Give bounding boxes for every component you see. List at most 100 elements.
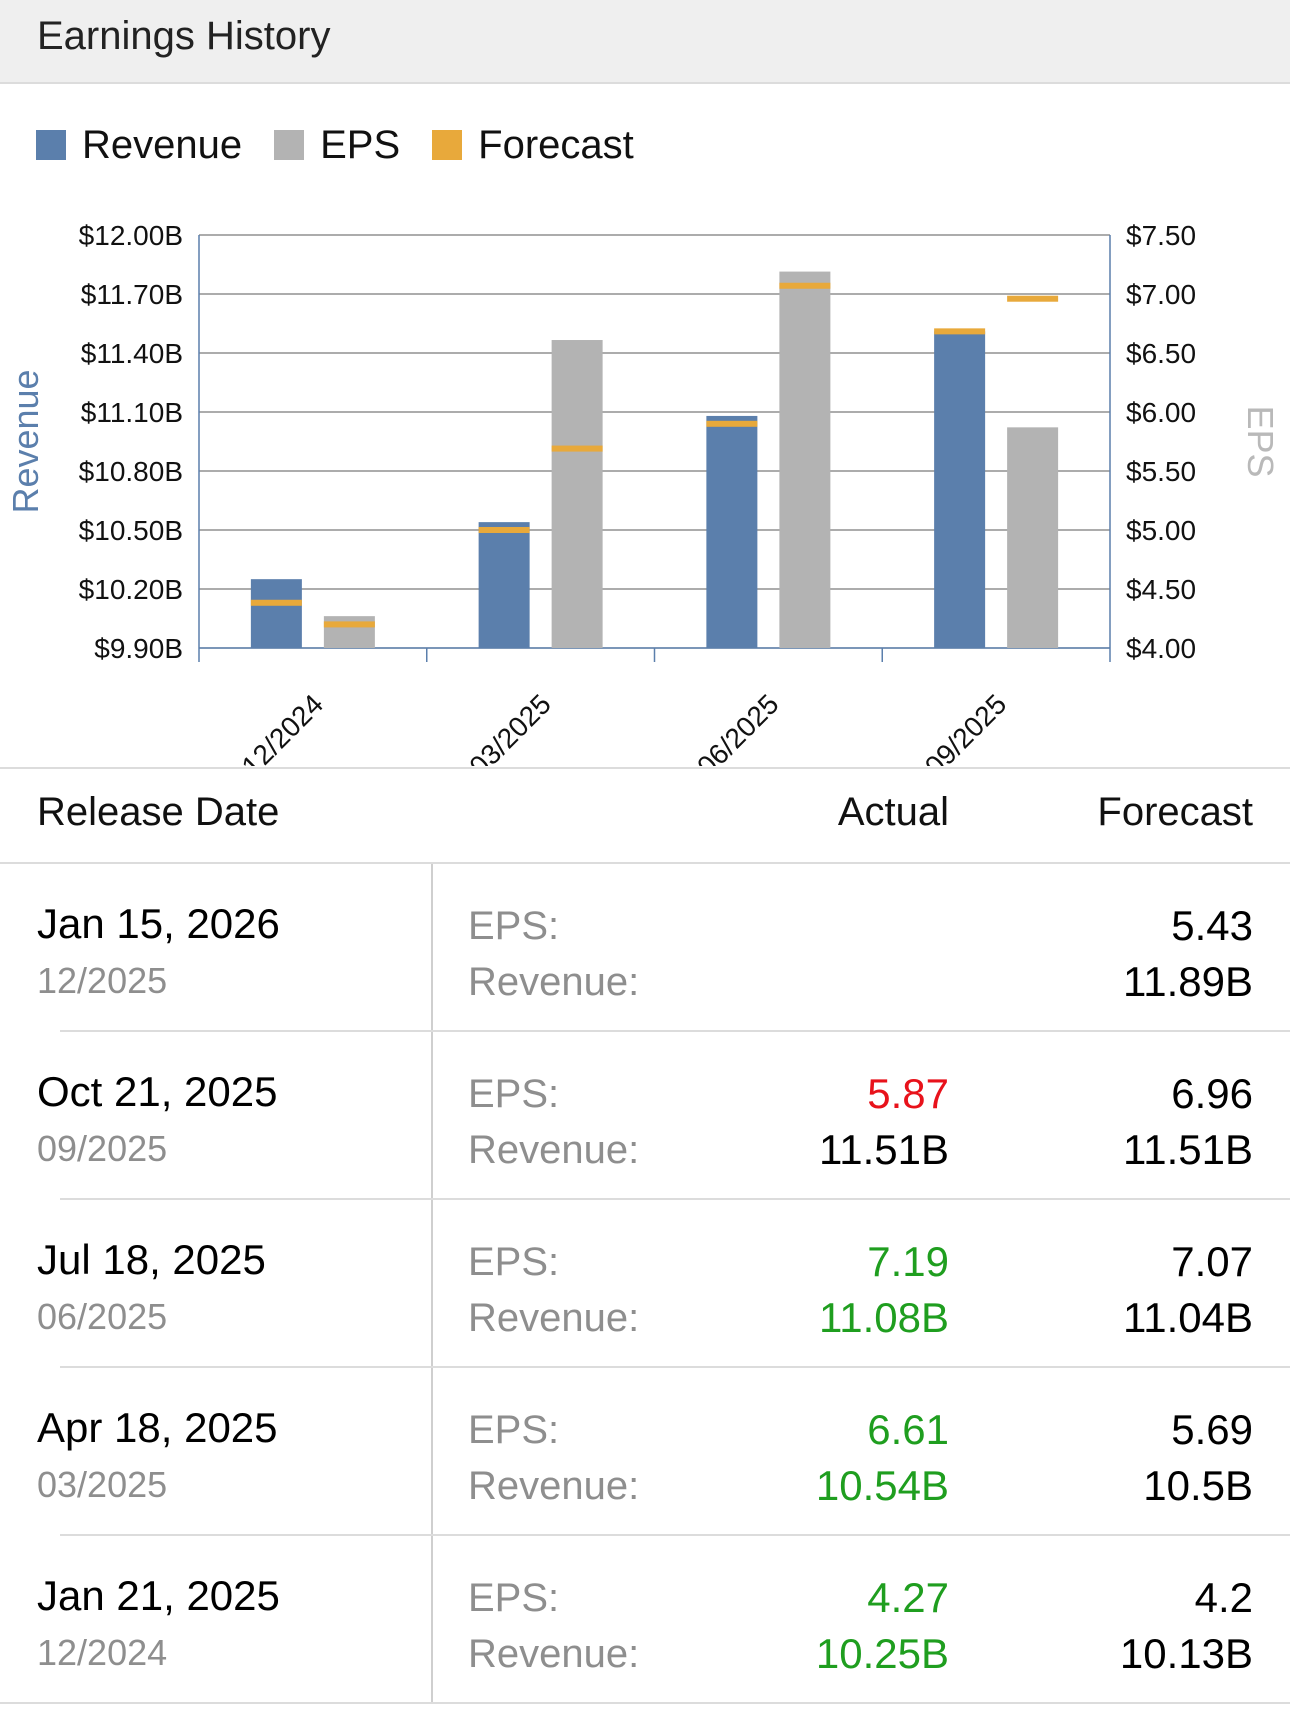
eps-bar	[323, 616, 375, 648]
x-category-label: 06/2025	[691, 688, 784, 766]
column-divider	[431, 1536, 433, 1704]
table-row[interactable]: Jan 21, 2025 12/2024 EPS: Revenue: 4.27 …	[0, 1536, 1290, 1704]
release-date: Jan 21, 2025	[37, 1572, 280, 1619]
release-date: Apr 18, 2025	[37, 1404, 278, 1451]
eps-label: EPS:	[468, 1240, 560, 1284]
eps-actual: 5.87	[867, 1070, 949, 1117]
revenue-forecast: 10.5B	[1143, 1462, 1253, 1509]
fiscal-period: 09/2025	[37, 1128, 168, 1169]
table-row[interactable]: Jan 15, 2026 12/2025 EPS: Revenue: 5.43 …	[0, 864, 1290, 1032]
release-date: Oct 21, 2025	[37, 1068, 278, 1115]
row-divider	[0, 1702, 1290, 1704]
eps-forecast-marker	[1007, 295, 1059, 302]
row-divider	[60, 1030, 1290, 1032]
legend-swatch-eps	[274, 130, 305, 160]
eps-forecast-marker	[551, 445, 603, 452]
y-left-tick-label: $11.40B	[81, 338, 183, 369]
table-header-divider	[0, 862, 1290, 864]
eps-forecast: 4.2	[1194, 1574, 1253, 1621]
section-header: Earnings History	[0, 0, 1290, 84]
x-category-label: 09/2025	[919, 688, 1012, 766]
y-right-tick-label: $7.50	[1126, 220, 1196, 251]
revenue-forecast: 11.51B	[1123, 1126, 1253, 1173]
revenue-forecast-marker	[250, 599, 302, 606]
y-right-tick-label: $5.00	[1126, 515, 1196, 546]
x-category-label: 03/2025	[463, 688, 556, 766]
table-row[interactable]: Jul 18, 2025 06/2025 EPS: Revenue: 7.19 …	[0, 1200, 1290, 1368]
earnings-table: Jan 15, 2026 12/2025 EPS: Revenue: 5.43 …	[0, 864, 1290, 1704]
legend-item-eps: EPS	[274, 123, 400, 168]
release-date: Jan 15, 2026	[37, 900, 280, 947]
revenue-actual: 10.54B	[815, 1462, 949, 1509]
revenue-label: Revenue:	[468, 1296, 640, 1340]
revenue-forecast: 11.89B	[1123, 958, 1253, 1005]
y-left-tick-label: $10.80B	[79, 456, 183, 487]
eps-bar	[1007, 427, 1059, 648]
revenue-label: Revenue:	[468, 1128, 640, 1172]
column-divider	[431, 1200, 433, 1368]
legend-item-forecast: Forecast	[432, 123, 634, 168]
eps-label: EPS:	[468, 904, 560, 948]
revenue-label: Revenue:	[468, 1632, 640, 1676]
eps-forecast: 5.69	[1171, 1406, 1253, 1453]
release-date: Jul 18, 2025	[37, 1236, 266, 1283]
eps-forecast: 5.43	[1171, 902, 1253, 949]
earnings-chart: $12.00B $11.70B $11.40B $11.10B $10.80B $10.5…	[0, 200, 1290, 766]
row-divider	[60, 1534, 1290, 1536]
y-axis-left-title: Revenue	[5, 369, 46, 513]
eps-actual: 4.27	[867, 1574, 949, 1621]
eps-bar	[779, 271, 831, 648]
y-right-tick-label: $6.50	[1126, 338, 1196, 369]
legend-swatch-revenue	[36, 130, 66, 160]
y-right-tick-label: $6.00	[1126, 397, 1196, 428]
revenue-forecast: 10.13B	[1119, 1630, 1253, 1677]
revenue-label: Revenue:	[468, 1464, 640, 1508]
y-left-tick-label: $11.10B	[81, 397, 183, 428]
legend-label-forecast: Forecast	[478, 122, 634, 167]
eps-forecast: 6.96	[1171, 1070, 1253, 1117]
row-divider	[60, 1198, 1290, 1200]
y-left-tick-label: $10.50B	[79, 515, 183, 546]
earnings-chart-svg: $12.00B $11.70B $11.40B $11.10B $10.80B $10.5…	[5, 220, 1281, 766]
table-row[interactable]: Apr 18, 2025 03/2025 EPS: Revenue: 6.61 …	[0, 1368, 1290, 1536]
y-left-tick-label: $11.70B	[81, 279, 183, 310]
legend-item-revenue: Revenue	[36, 123, 242, 168]
revenue-forecast-marker	[934, 328, 986, 335]
eps-actual: 6.61	[867, 1406, 949, 1453]
fiscal-period: 12/2025	[37, 960, 168, 1001]
eps-forecast-marker	[323, 621, 375, 628]
revenue-bar	[250, 579, 302, 648]
y-left-tick-label: $12.00B	[79, 220, 183, 251]
revenue-forecast-marker	[706, 420, 758, 427]
revenue-bar	[706, 415, 758, 648]
eps-label: EPS:	[468, 1576, 560, 1620]
eps-forecast-marker	[779, 282, 831, 289]
eps-label: EPS:	[468, 1408, 560, 1452]
column-divider	[431, 1032, 433, 1200]
revenue-label: Revenue:	[468, 960, 640, 1004]
y-axis-right-title: EPS	[1240, 405, 1281, 477]
revenue-forecast-marker	[478, 527, 530, 533]
column-header-release-date: Release Date	[37, 790, 280, 834]
y-left-tick-label: $9.90B	[94, 633, 183, 664]
eps-label: EPS:	[468, 1072, 560, 1116]
eps-forecast: 7.07	[1171, 1238, 1253, 1285]
y-right-tick-label: $7.00	[1126, 279, 1196, 310]
chart-divider	[0, 767, 1290, 769]
revenue-forecast: 11.04B	[1123, 1294, 1253, 1341]
table-row[interactable]: Oct 21, 2025 09/2025 EPS: Revenue: 5.87 …	[0, 1032, 1290, 1200]
eps-actual: 7.19	[867, 1238, 949, 1285]
column-header-actual: Actual	[837, 790, 949, 834]
y-right-tick-label: $5.50	[1126, 456, 1196, 487]
y-left-tick-label: $10.20B	[79, 574, 183, 605]
x-category-label: 12/2024	[236, 688, 329, 766]
column-divider	[431, 864, 433, 1032]
column-divider	[431, 1368, 433, 1536]
revenue-bar	[934, 331, 986, 648]
fiscal-period: 03/2025	[37, 1464, 168, 1505]
column-header-forecast: Forecast	[1097, 790, 1253, 834]
legend-label-eps: EPS	[320, 122, 401, 167]
chart-legend: Revenue EPS Forecast	[36, 122, 666, 168]
revenue-actual: 11.51B	[819, 1126, 949, 1173]
revenue-actual: 10.25B	[815, 1630, 949, 1677]
